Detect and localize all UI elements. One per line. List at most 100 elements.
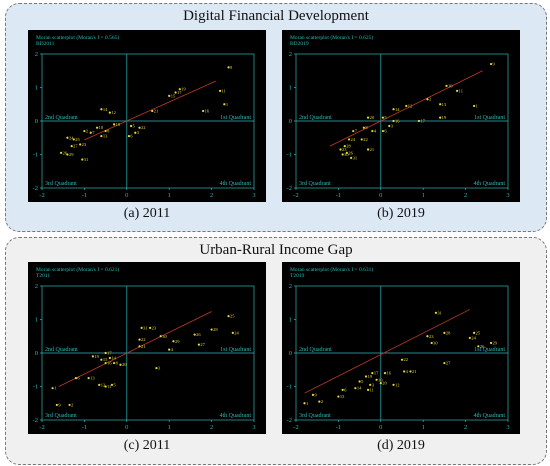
point-label: 30: [433, 340, 438, 345]
data-point: [231, 331, 234, 334]
data-point: [409, 370, 412, 373]
x-tick-label: 3: [506, 424, 509, 431]
point-label: 9: [58, 402, 61, 407]
data-point: [379, 382, 382, 385]
y-tick-label: -1: [33, 384, 38, 391]
point-label: 1: [476, 103, 478, 108]
section-title: Urban-Rural Income Gap: [199, 242, 353, 258]
y-tick-label: 0: [289, 118, 292, 125]
data-point: [223, 103, 226, 106]
point-label: 14: [357, 386, 362, 391]
y-tick-label: -2: [287, 417, 292, 424]
data-point: [104, 361, 107, 365]
data-point: [168, 348, 171, 351]
data-point: [59, 151, 63, 154]
point-label: 4: [171, 347, 174, 352]
point-label: 3: [372, 382, 375, 387]
data-point: [104, 351, 107, 355]
quadrant-2-label: 2nd Quadrant: [45, 115, 78, 121]
point-label: 11: [222, 88, 226, 93]
y-tick-label: 1: [35, 317, 38, 324]
point-label: 27: [446, 361, 451, 366]
data-point: [98, 383, 101, 386]
quadrant-2-label: 2nd Quadrant: [299, 115, 332, 121]
point-label: 16: [205, 108, 210, 113]
x-tick-label: -2: [293, 192, 298, 199]
point-label: 26: [480, 344, 485, 349]
data-point: [383, 372, 387, 375]
data-point: [366, 388, 370, 391]
point-label: 29: [493, 340, 498, 345]
data-point: [303, 402, 306, 405]
data-point: [400, 358, 404, 361]
point-label: 3: [391, 124, 394, 129]
x-tick-label: 3: [506, 192, 509, 199]
x-tick-label: 2: [464, 424, 467, 431]
x-tick-label: -1: [82, 192, 87, 199]
y-tick-label: -1: [33, 152, 38, 159]
point-label: 22: [141, 125, 146, 130]
x-tick-label: 0: [125, 192, 128, 199]
data-point: [210, 328, 213, 331]
data-point: [350, 156, 353, 159]
data-point: [405, 104, 408, 108]
y-tick-label: 1: [289, 85, 292, 92]
quadrant-1-label: 1st Quadrant: [220, 115, 251, 121]
data-point: [456, 89, 459, 92]
point-label: 16: [387, 371, 392, 376]
point-label: 19: [94, 354, 99, 359]
point-label: 5: [384, 115, 387, 120]
point-label: 8: [107, 129, 110, 134]
variable-label: T2011: [36, 273, 50, 279]
plot-title: Moran scatterplot (Moran's I = 0.565): [36, 34, 119, 41]
y-tick-label: 1: [289, 317, 292, 324]
data-point: [89, 131, 92, 134]
quadrant-1-label: 1st Quadrant: [474, 115, 505, 121]
y-tick-label: 0: [35, 118, 38, 125]
data-point: [129, 124, 133, 128]
quadrant-2-label: 2nd Quadrant: [299, 347, 332, 353]
moran-scatterplot-a: Moran scatterplot (Moran's I = 0.565) BD2…: [28, 30, 266, 202]
data-point: [443, 361, 446, 365]
point-label: 6: [384, 129, 387, 134]
point-label: 10: [378, 377, 383, 382]
point-label: 21: [370, 147, 375, 152]
data-point: [371, 129, 374, 133]
point-label: 3: [158, 366, 161, 371]
x-tick-label: -2: [293, 424, 298, 431]
scatter-svg: Moran scatterplot (Moran's I = 0.621)T20…: [33, 266, 256, 431]
data-point: [174, 91, 177, 94]
point-label: 12: [101, 382, 106, 387]
x-tick-label: -1: [336, 192, 341, 199]
caption-c: (c) 2011: [123, 438, 171, 453]
y-tick-label: 2: [35, 51, 38, 58]
data-point: [366, 148, 370, 151]
data-point: [108, 111, 111, 114]
x-tick-label: 0: [379, 192, 382, 199]
data-point: [375, 378, 378, 381]
quadrant-3-label: 3rd Quadrant: [299, 181, 331, 187]
data-point: [140, 326, 143, 329]
data-point: [371, 372, 374, 375]
y-tick-label: 0: [35, 350, 38, 357]
data-point: [392, 108, 395, 111]
data-point: [108, 356, 111, 360]
data-point: [70, 145, 73, 148]
point-label: 1: [306, 401, 308, 406]
point-label: 17: [177, 90, 182, 95]
point-label: 24: [351, 137, 356, 142]
data-point: [51, 387, 54, 390]
point-label: 12: [111, 110, 116, 115]
data-point: [362, 126, 365, 129]
point-label: 17: [420, 119, 425, 124]
data-point: [100, 108, 103, 111]
data-point: [445, 84, 448, 87]
data-point: [354, 387, 357, 390]
moran-scatterplot-d: Moran scatterplot (Moran's I = 0.631) T20…: [282, 262, 520, 434]
data-point: [227, 66, 230, 69]
point-label: 20: [370, 115, 375, 120]
fit-line: [304, 309, 471, 394]
point-label: 14: [395, 107, 400, 112]
data-point: [360, 138, 363, 141]
quadrant-1-label: 1st Quadrant: [474, 347, 505, 353]
